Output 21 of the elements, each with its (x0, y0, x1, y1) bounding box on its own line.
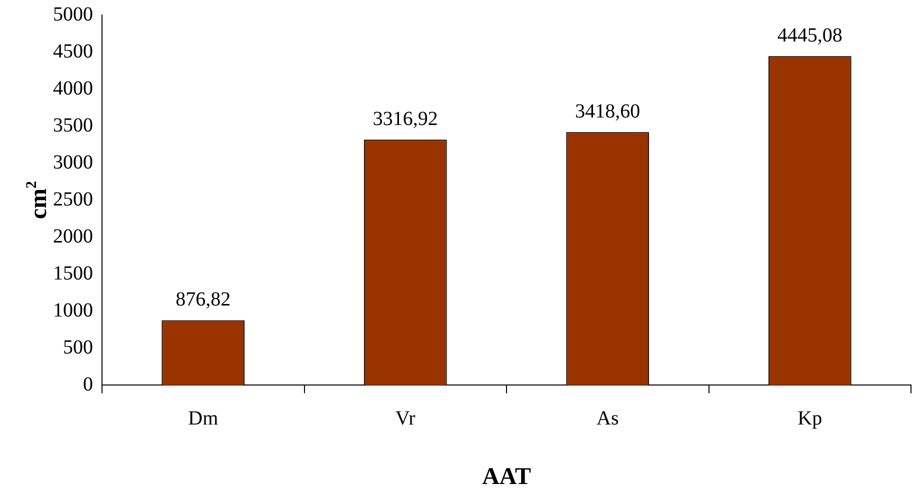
y-tick-label: 4000 (53, 77, 93, 100)
y-tick-label: 3000 (53, 151, 93, 174)
y-tick-label: 2500 (53, 188, 93, 210)
data-label: 3418,60 (575, 100, 640, 122)
data-label: 876,82 (176, 288, 231, 311)
y-tick-label: 2000 (53, 225, 93, 248)
y-tick-label: 3500 (53, 114, 93, 136)
y-axis-title: cm2 (24, 181, 52, 220)
y-tick-label: 0 (83, 373, 93, 396)
x-tick-label: Dm (188, 407, 219, 430)
x-axis-title: AAT (482, 464, 531, 490)
y-tick-label: 1500 (53, 262, 93, 284)
y-tick-label: 1000 (53, 299, 93, 322)
data-label: 4445,08 (777, 24, 842, 46)
y-tick-label: 500 (63, 336, 93, 358)
y-tick-label: 5000 (53, 3, 93, 26)
data-label: 3316,92 (372, 108, 438, 130)
x-tick-label: As (596, 407, 619, 430)
y-tick-label: 4500 (53, 40, 93, 62)
x-tick-label: Vr (395, 407, 416, 430)
x-tick-label: Kp (798, 407, 822, 430)
